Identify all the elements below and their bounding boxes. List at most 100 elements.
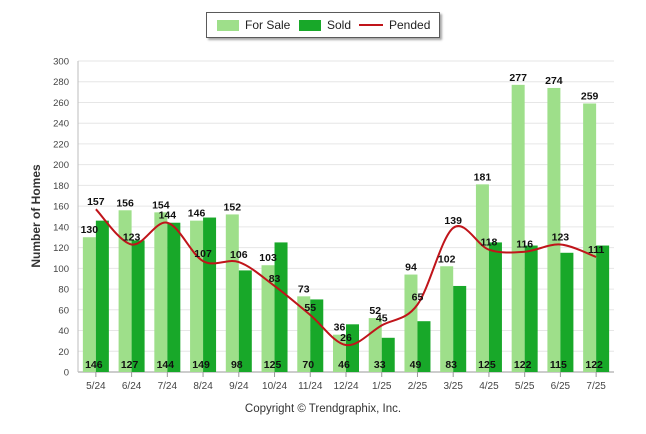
y-tick-label: 60 bbox=[58, 305, 69, 316]
bar-for-sale bbox=[118, 210, 132, 372]
data-label-pended: 139 bbox=[444, 215, 462, 227]
data-label-for-sale: 274 bbox=[545, 75, 563, 87]
legend-item-for-sale[interactable]: For Sale bbox=[217, 18, 290, 32]
bar-sold bbox=[203, 217, 217, 372]
data-label-sold: 125 bbox=[478, 359, 496, 371]
legend-label-pended: Pended bbox=[389, 18, 431, 32]
y-tick-label: 220 bbox=[53, 139, 69, 150]
bar-sold bbox=[596, 245, 610, 372]
x-tick-label: 4/25 bbox=[479, 381, 499, 392]
data-label-pended: 157 bbox=[87, 196, 105, 208]
data-label-sold: 146 bbox=[85, 359, 103, 371]
data-label-sold: 98 bbox=[231, 359, 243, 371]
data-label-sold: 144 bbox=[157, 359, 175, 371]
x-tick-label: 5/24 bbox=[86, 381, 106, 392]
y-tick-label: 20 bbox=[58, 347, 69, 358]
y-tick-label: 160 bbox=[53, 202, 69, 213]
data-label-pended: 144 bbox=[159, 210, 177, 222]
copyright-text: Copyright © Trendgraphix, Inc. bbox=[244, 403, 402, 415]
y-axis: 0 20 40 60 80 100 120 140 160 180 200 220 240 260 280 3… bbox=[53, 57, 69, 379]
legend-label-for-sale: For Sale bbox=[245, 18, 291, 32]
x-tick-label: 2/25 bbox=[408, 381, 428, 392]
data-label-for-sale: 102 bbox=[438, 253, 456, 265]
data-label-pended: 83 bbox=[269, 273, 281, 285]
x-tick-label: 5/25 bbox=[515, 381, 535, 392]
data-label-for-sale: 181 bbox=[474, 171, 492, 183]
data-label-pended: 111 bbox=[588, 244, 605, 256]
bar-sold bbox=[131, 240, 145, 372]
pended-series-line bbox=[95, 208, 597, 347]
data-label-pended: 116 bbox=[516, 239, 533, 251]
x-tick-label: 12/24 bbox=[333, 381, 358, 392]
x-tick-label: 11/24 bbox=[298, 381, 323, 392]
y-tick-label: 200 bbox=[53, 160, 69, 171]
bar-for-sale bbox=[475, 184, 489, 372]
data-label-sold: 149 bbox=[192, 359, 210, 371]
y-tick-label: 140 bbox=[53, 222, 69, 233]
legend-item-pended[interactable]: Pended bbox=[359, 18, 430, 32]
data-label-for-sale: 52 bbox=[369, 305, 381, 317]
data-label-pended: 123 bbox=[123, 231, 141, 243]
bar-for-sale bbox=[583, 103, 597, 373]
y-tick-label: 260 bbox=[53, 98, 69, 109]
x-tick-label: 3/25 bbox=[443, 381, 463, 392]
y-tick-label: 0 bbox=[64, 368, 69, 379]
bar-sold bbox=[453, 285, 467, 372]
y-tick-label: 100 bbox=[53, 264, 69, 275]
y-tick-label: 280 bbox=[53, 77, 69, 88]
data-label-pended: 26 bbox=[340, 332, 352, 344]
y-tick-label: 180 bbox=[53, 181, 69, 192]
y-tick-label: 40 bbox=[58, 326, 69, 337]
data-label-sold: 83 bbox=[445, 359, 457, 371]
data-label-pended: 55 bbox=[304, 302, 316, 314]
y-tick-label: 120 bbox=[53, 243, 69, 254]
data-label-sold: 122 bbox=[585, 359, 603, 371]
legend-swatch-pended bbox=[359, 24, 383, 26]
bar-sold bbox=[167, 222, 181, 372]
x-tick-label: 7/25 bbox=[586, 381, 606, 392]
bar-sold bbox=[488, 242, 502, 372]
bar-sold bbox=[346, 324, 359, 372]
data-label-sold: 122 bbox=[514, 359, 532, 371]
x-tick-label: 8/24 bbox=[193, 381, 213, 392]
x-tick-label: 9/24 bbox=[229, 381, 249, 392]
data-label-for-sale: 156 bbox=[116, 197, 134, 209]
pended-line bbox=[95, 208, 597, 347]
x-tick-label: 6/25 bbox=[551, 381, 571, 392]
data-label-for-sale: 130 bbox=[81, 224, 99, 236]
bar-sold bbox=[381, 337, 395, 372]
legend: For Sale Sold Pended bbox=[206, 12, 440, 38]
bar-for-sale bbox=[154, 212, 168, 372]
y-axis-title: Number of Homes bbox=[29, 164, 43, 268]
data-label-pended: 106 bbox=[230, 249, 248, 261]
data-label-for-sale: 73 bbox=[298, 283, 310, 295]
data-label-pended: 65 bbox=[412, 292, 424, 304]
bar-for-sale bbox=[190, 220, 204, 372]
bar-for-sale bbox=[261, 265, 275, 372]
data-label-for-sale: 154 bbox=[152, 199, 170, 211]
data-label-sold: 46 bbox=[338, 359, 350, 371]
y-tick-label: 80 bbox=[58, 285, 69, 296]
bar-for-sale bbox=[440, 266, 454, 372]
x-axis: 5/24 6/24 7/24 8/24 9/24 10/24 11/24 12/24 1/25 2… bbox=[86, 372, 606, 392]
bar-for-sale bbox=[82, 237, 96, 372]
data-label-for-sale: 277 bbox=[509, 72, 527, 84]
data-label-for-sale: 94 bbox=[405, 262, 417, 274]
x-tick-label: 1/25 bbox=[372, 381, 392, 392]
data-label-sold: 127 bbox=[121, 359, 139, 371]
data-label-for-sale: 259 bbox=[581, 91, 599, 103]
bar-sold bbox=[95, 220, 109, 372]
data-label-sold: 33 bbox=[374, 359, 386, 371]
bar-sold bbox=[417, 321, 431, 372]
data-label-pended: 123 bbox=[552, 231, 570, 243]
data-label-sold: 115 bbox=[550, 359, 567, 371]
x-tick-label: 10/24 bbox=[262, 381, 287, 392]
data-label-sold: 70 bbox=[302, 359, 314, 371]
bar-sold bbox=[238, 270, 252, 372]
legend-swatch-sold bbox=[299, 19, 321, 31]
data-label-pended: 45 bbox=[376, 312, 388, 324]
legend-item-sold[interactable]: Sold bbox=[299, 18, 351, 32]
bar-for-sale bbox=[225, 214, 239, 372]
